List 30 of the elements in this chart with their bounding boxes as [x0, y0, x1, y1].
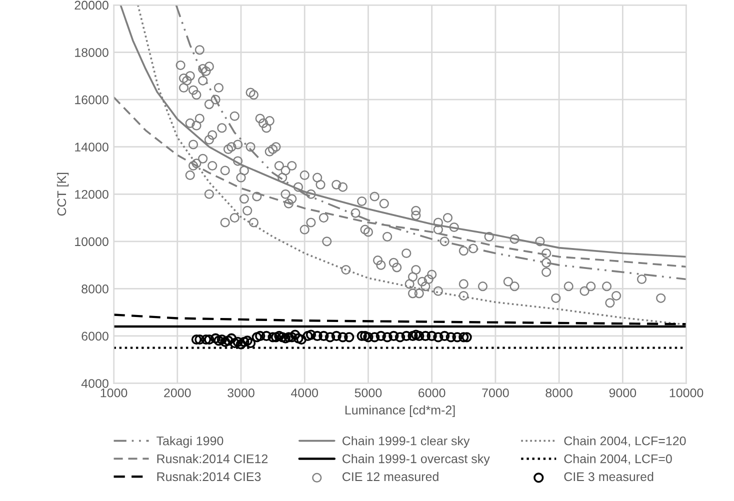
- x-axis-title: Luminance [cd*m-2]: [345, 405, 455, 417]
- y-tick-label: 10000: [75, 237, 108, 246]
- legend-label: Takagi 1990: [156, 436, 224, 448]
- y-tick-label: 16000: [75, 95, 108, 104]
- legend-label: Rusnak:2014 CIE3: [157, 472, 261, 482]
- x-tick-label: 9000: [609, 388, 636, 398]
- x-tick-label: 10000: [670, 388, 704, 398]
- y-tick-label: 6000: [82, 332, 108, 341]
- legend-label: Chain 2004, LCF=0: [564, 454, 672, 465]
- y-tick-label: 8000: [82, 284, 108, 294]
- x-tick-label: 5000: [354, 388, 382, 398]
- legend-label: Chain 2004, LCF=120: [564, 436, 686, 447]
- x-tick-label: 1000: [100, 388, 128, 398]
- y-tick-label: 4000: [81, 379, 108, 388]
- y-tick-label: 14000: [75, 142, 108, 152]
- y-tick-label: 12000: [75, 190, 108, 199]
- x-tick-label: 3000: [228, 388, 254, 398]
- y-tick-label: 20000: [74, 0, 108, 10]
- legend-label: CIE 12 measured: [342, 472, 438, 482]
- legend-label: Chain 1999-1 overcast sky: [342, 454, 490, 466]
- x-tick-label: 4000: [290, 388, 318, 398]
- legend-label: Rusnak:2014 CIE12: [157, 454, 268, 464]
- y-tick-label: 18000: [75, 48, 108, 57]
- y-axis-title: CCT [K]: [56, 172, 69, 216]
- legend-label: Chain 1999-1 clear sky: [342, 436, 470, 448]
- legend-label: CIE 3 measured: [564, 472, 654, 482]
- x-tick-label: 8000: [546, 388, 572, 398]
- x-tick-label: 7000: [482, 388, 509, 398]
- x-tick-label: 6000: [418, 388, 446, 398]
- x-tick-label: 2000: [164, 388, 191, 398]
